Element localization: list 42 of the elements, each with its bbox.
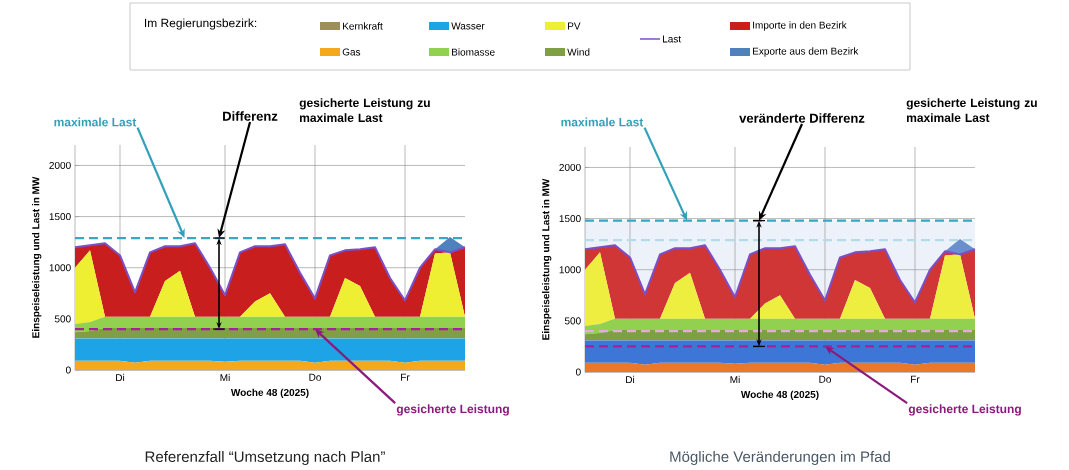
x-axis-title: Woche 48 (2025): [230, 388, 309, 398]
x-tick-label: Fr: [401, 373, 410, 381]
annotation: gesicherte Leistung: [908, 404, 1021, 416]
legend-label: Wind: [567, 48, 590, 56]
text: Differenz: [223, 111, 278, 121]
y-tick-label: 2000: [559, 163, 581, 171]
legend-label: Last: [663, 35, 682, 43]
legend-title: Im Regierungsbezirk:: [144, 18, 257, 30]
legend-label: Kernkraft: [343, 22, 383, 30]
x-axis-title: Woche 48 (2025): [740, 390, 819, 400]
y-tick-label: 1500: [559, 215, 581, 223]
text: gesicherte Leistung zu maximale Last: [906, 98, 1037, 122]
y-axis-title: Einspeiseleistung und Last in MW: [541, 178, 552, 340]
x-tick-label: Mi: [220, 373, 230, 382]
y-tick-label: 0: [575, 368, 581, 376]
y-tick-label: 1000: [559, 266, 581, 274]
y-tick-label: 500: [564, 317, 581, 325]
annotation: gesicherte Leistung: [396, 404, 509, 416]
legend-label: Wasser: [451, 22, 485, 30]
x-tick-label: Do: [309, 373, 321, 381]
x-tick-label: Do: [819, 375, 831, 383]
y-tick-label: 2000: [49, 161, 71, 169]
text: veränderte Differenz: [739, 113, 865, 123]
text: maximale Last: [561, 117, 644, 127]
legend-label: PV: [568, 22, 581, 30]
legend-label: Exporte aus dem Bezirk: [753, 47, 859, 57]
x-tick-label: Di: [626, 375, 635, 384]
x-tick-label: Fr: [911, 375, 920, 383]
legend-label: Gas: [342, 48, 361, 56]
y-tick-label: 1000: [49, 264, 71, 272]
y-tick-label: 1500: [49, 213, 71, 221]
x-tick-label: Mi: [730, 375, 740, 384]
legend-label: Biomasse: [452, 48, 495, 56]
y-tick-label: 500: [54, 315, 71, 323]
text: gesicherte Leistung zu maximale Last: [299, 98, 430, 122]
text: Referenzfall “Umsetzung nach Plan”: [145, 450, 385, 465]
text: maximale Last: [54, 117, 137, 127]
legend-label: Importe in den Bezirk: [753, 21, 847, 31]
text: Mögliche Veränderungen im Pfad: [670, 450, 890, 465]
y-axis-title: Einspeiseleistung und Last in MW: [32, 176, 42, 338]
x-tick-label: Di: [116, 373, 125, 382]
y-tick-label: 0: [65, 366, 71, 374]
